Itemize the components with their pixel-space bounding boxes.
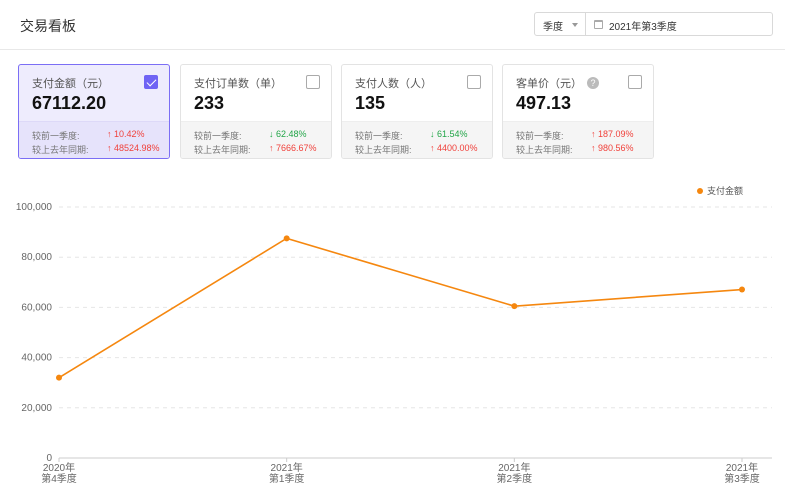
yoy-compare: 较上去年同期: ↑ 7666.67% [194,143,322,156]
prev-period-compare: 较前一季度: ↓ 62.48% [194,129,322,142]
chart-legend[interactable]: 支付金额 [697,184,743,197]
yoy-compare: 较上去年同期: ↑ 4400.00% [355,143,483,156]
metric-label: 支付金额（元） [32,78,109,90]
yoy-label: 较上去年同期: [516,145,573,155]
metric-card-avg-order-value[interactable]: 客单价（元）? 497.13 较前一季度: ↑ 187.09% 较上去年同期: … [502,64,654,159]
help-icon[interactable]: ? [587,77,599,89]
metric-checkbox[interactable] [628,75,642,89]
trend-arrow-icon: ↑ [591,143,596,153]
yoy-label: 较上去年同期: [32,145,89,155]
metric-checkbox[interactable] [306,75,320,89]
prev-period-compare: 较前一季度: ↑ 187.09% [516,129,644,142]
prev-period-compare: 较前一季度: ↑ 10.42% [32,129,160,142]
period-type-value: 季度 [543,22,563,33]
prev-period-compare: 较前一季度: ↓ 61.54% [355,129,483,142]
date-picker-value: 2021年第3季度 [609,22,677,33]
quarter-date-picker[interactable]: 2021年第3季度 [585,12,773,36]
data-point [739,286,745,293]
x-tick-label: 第3季度 [724,472,760,485]
metric-label: 客单价（元）? [516,75,599,91]
metric-label: 支付订单数（单） [194,78,282,90]
trend-arrow-icon: ↑ [107,129,112,139]
yoy-label: 较上去年同期: [194,145,251,155]
prev-period-change: ↓ 62.48% [269,129,307,139]
period-type-select[interactable]: 季度 [534,12,586,36]
metric-checkbox[interactable] [144,75,158,89]
metric-value: 67112.20 [32,93,107,113]
prev-period-label: 较前一季度: [32,131,80,141]
yoy-change: ↑ 4400.00% [430,143,478,153]
metric-value: 135 [355,93,386,113]
legend-label: 支付金额 [707,186,744,196]
y-tick-label: 80,000 [21,252,52,263]
data-point [511,303,518,310]
prev-period-change: ↓ 61.54% [430,129,468,139]
y-tick-label: 60,000 [21,302,52,313]
yoy-label: 较上去年同期: [355,145,412,155]
metric-value: 233 [194,93,225,113]
trend-arrow-icon: ↓ [269,129,274,139]
trend-arrow-icon: ↑ [430,143,435,153]
metric-label: 支付人数（人） [355,78,432,90]
data-point [283,235,290,242]
x-tick-label: 2021年 [726,461,758,474]
metric-card-buyer-count[interactable]: 支付人数（人） 135 较前一季度: ↓ 61.54% 较上去年同期: ↑ 44… [341,64,493,159]
x-tick-label: 2020年 [43,461,75,474]
chevron-down-icon [572,23,578,27]
page-header: 交易看板 季度 2021年第3季度 [0,0,785,50]
data-point [56,374,62,381]
yoy-change: ↑ 980.56% [591,143,634,153]
prev-period-change: ↑ 10.42% [107,129,145,139]
y-tick-label: 0 [46,453,52,464]
yoy-compare: 较上去年同期: ↑ 980.56% [516,143,644,156]
y-tick-label: 100,000 [16,202,53,213]
series-line [58,237,743,379]
metric-card-payment-amount[interactable]: 支付金额（元） 67112.20 较前一季度: ↑ 10.42% 较上去年同期:… [18,64,170,159]
yoy-compare: 较上去年同期: ↑ 48524.98% [32,143,160,156]
calendar-icon [594,20,603,29]
yoy-change: ↑ 7666.67% [269,143,317,153]
y-tick-label: 40,000 [21,353,52,364]
page-title: 交易看板 [20,18,76,34]
metric-card-order-count[interactable]: 支付订单数（单） 233 较前一季度: ↓ 62.48% 较上去年同期: ↑ 7… [180,64,332,159]
line-chart: 支付金额 0 20,000 40,000 60,000 80,000 100,000 202… [0,170,800,494]
chart-plot: 0 20,000 40,000 60,000 80,000 100,000 2020年第4季… [16,202,772,485]
x-tick-label: 2021年 [271,461,303,474]
trend-arrow-icon: ↑ [107,143,112,153]
trend-arrow-icon: ↑ [591,129,596,139]
x-tick-label: 第4季度 [41,472,77,485]
legend-marker [697,188,703,194]
x-tick-label: 2021年 [498,461,530,474]
metric-checkbox[interactable] [467,75,481,89]
x-tick-label: 第2季度 [497,472,533,485]
x-tick-label: 第1季度 [269,472,305,485]
prev-period-change: ↑ 187.09% [591,129,634,139]
prev-period-label: 较前一季度: [194,131,242,141]
metric-value: 497.13 [516,93,572,113]
y-tick-label: 20,000 [21,403,52,414]
yoy-change: ↑ 48524.98% [107,143,160,153]
prev-period-label: 较前一季度: [516,131,564,141]
trend-arrow-icon: ↑ [269,143,274,153]
prev-period-label: 较前一季度: [355,131,403,141]
trend-arrow-icon: ↓ [430,129,435,139]
